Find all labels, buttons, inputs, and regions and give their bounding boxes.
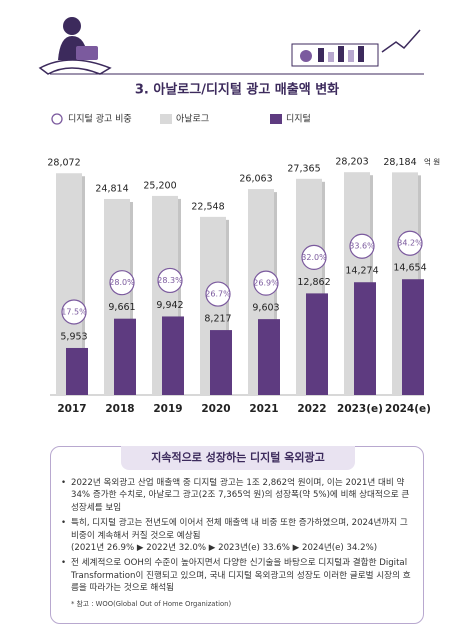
chart-title: 3. 아날로그/디지털 광고 매출액 변화: [135, 82, 339, 98]
analog-label: 28,072: [47, 158, 80, 169]
unit-label: 억 원: [424, 157, 440, 166]
digital-bar: [402, 279, 424, 395]
bullet-text: 2022년 옥외광고 산업 매출액 중 디지털 광고는 1조 2,862억 원이…: [71, 478, 410, 513]
share-badge: [253, 270, 279, 296]
digital-bar: [354, 282, 376, 395]
analog-label: 22,548: [191, 201, 224, 212]
share-label: 32.0%: [301, 253, 327, 262]
share-badge: [61, 299, 87, 325]
digital-label: 12,862: [297, 277, 330, 288]
share-label: 34.2%: [397, 239, 423, 248]
digital-label: 9,603: [252, 303, 279, 314]
share-badge: [157, 267, 183, 294]
x-tick-label: 2024(e): [385, 403, 431, 415]
bullet-list: 2022년 옥외광고 산업 매출액 중 디지털 광고는 1조 2,862억 원이…: [61, 477, 415, 610]
digital-label: 5,953: [60, 331, 87, 342]
legend-swatch: [51, 113, 63, 125]
digital-label: 9,942: [156, 300, 183, 311]
bullet-sub: (2021년 26.9% ▶ 2022년 32.0% ▶ 2023년(e) 33…: [71, 543, 378, 554]
bullet: 전 세계적으로 OOH의 수준이 높아지면서 다양한 신기술을 바탕으로 디지털…: [61, 557, 415, 594]
digital-label: 9,661: [108, 302, 135, 313]
summary-box: 지속적으로 성장하는 디지털 옥외광고 2022년 옥외광고 산업 매출액 중 …: [50, 446, 424, 624]
x-tick-label: 2020: [201, 403, 230, 415]
x-tick-label: 2017: [57, 403, 86, 415]
digital-bar: [306, 293, 328, 395]
chart: 3. 아날로그/디지털 광고 매출액 변화 디지털 광고 비중 아날로그 디지털 28…: [38, 17, 440, 415]
legend-label: 디지털 광고 비중: [68, 113, 132, 125]
share-label: 28.0%: [109, 278, 135, 287]
legend-label: 디지털: [286, 113, 311, 125]
digital-bar: [210, 330, 232, 395]
analog-label: 27,365: [287, 163, 320, 174]
bullet: 특히, 디지털 광고는 전년도에 이어서 전체 매출액 내 비중 또한 증가하였…: [61, 517, 415, 554]
digital-label: 14,274: [345, 266, 378, 277]
bullet-text: 특히, 디지털 광고는 전년도에 이어서 전체 매출액 내 비중 또한 증가하였…: [71, 518, 408, 541]
legend-swatch: [160, 114, 172, 124]
share-label: 33.6%: [349, 242, 375, 251]
share-badge: [205, 281, 231, 307]
x-tick-label: 2022: [297, 403, 326, 415]
digital-label: 8,217: [204, 314, 231, 325]
share-badge: [349, 233, 375, 259]
analog-label: 28,184: [383, 157, 416, 168]
x-tick-label: 2018: [105, 403, 134, 415]
analog-label: 24,814: [95, 183, 128, 194]
x-tick-label: 2019: [153, 403, 182, 415]
legend-label: 아날로그: [176, 114, 209, 125]
bullet: 2022년 옥외광고 산업 매출액 중 디지털 광고는 1조 2,862억 원이…: [61, 477, 415, 514]
illustration: [38, 17, 421, 75]
share-label: 26.9%: [253, 279, 279, 288]
analog-label: 26,063: [239, 174, 272, 185]
note: * 참고 : WOO(Global Out of Home Organizati…: [71, 599, 232, 608]
share-badge: [301, 244, 327, 270]
share-badge: [397, 230, 423, 256]
legend-swatch: [270, 114, 282, 124]
x-tick-label: 2021: [249, 403, 278, 415]
digital-label: 14,654: [393, 263, 426, 274]
bullet-text: 전 세계적으로 OOH의 수준이 높아지면서 다양한 신기술을 바탕으로 디지털…: [71, 558, 411, 594]
share-label: 28.3%: [157, 276, 183, 285]
x-tick-label: 2023(e): [337, 403, 383, 415]
analog-label: 25,200: [143, 180, 176, 191]
share-label: 17.5%: [61, 307, 87, 316]
summary-title: 지속적으로 성장하는 디지털 옥외광고: [121, 446, 355, 470]
digital-bar: [258, 319, 280, 395]
share-label: 26.7%: [205, 290, 231, 299]
digital-bar: [114, 318, 136, 395]
share-badge: [109, 270, 135, 296]
analog-label: 28,203: [335, 157, 368, 168]
digital-bar: [162, 316, 184, 395]
digital-bar: [66, 347, 88, 395]
